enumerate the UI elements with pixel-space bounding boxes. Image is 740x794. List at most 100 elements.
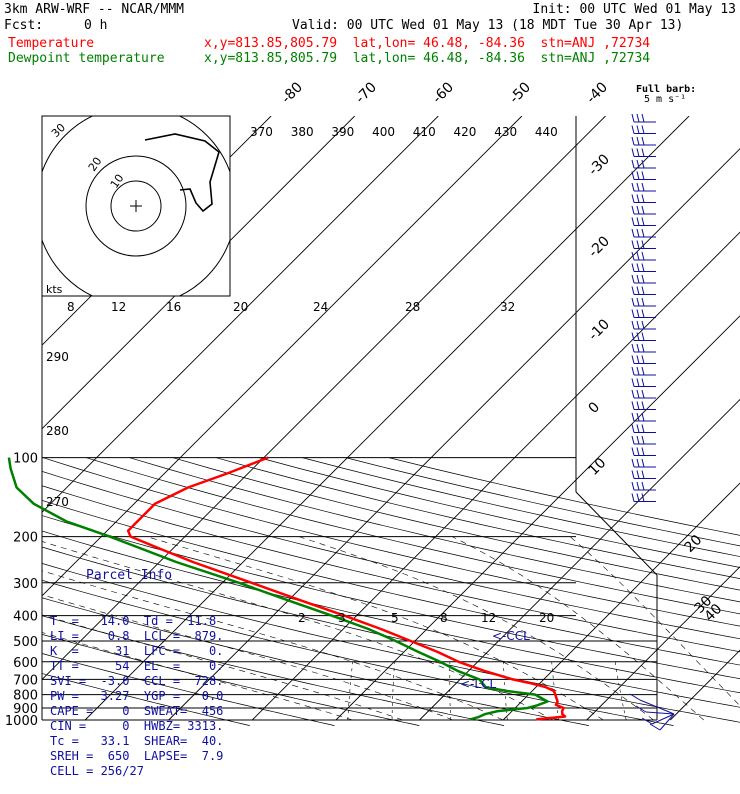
parcel-info-row: CELL = 256/27	[44, 764, 234, 779]
isotherm-label: -40	[584, 79, 611, 106]
isotherm-label: 20	[682, 532, 706, 556]
theta-label: 410	[413, 125, 436, 139]
mixing-ratio-label: 3	[338, 611, 346, 625]
isotherm-label: 0	[586, 399, 604, 417]
pressure-tick-label: 300	[13, 577, 38, 592]
wind-barb	[632, 448, 656, 456]
mixing-ratio-label: 28	[405, 300, 420, 314]
mixing-ratio-label: 8	[67, 300, 75, 314]
wind-barb	[632, 298, 656, 306]
wind-barb	[632, 218, 656, 226]
theta-label: 430	[494, 125, 517, 139]
mixing-ratio-label: 5	[391, 611, 399, 625]
parcel-info-row: PW = 3.27 YGP = 0.0	[44, 689, 234, 704]
mixing-ratio-label: 20	[539, 611, 554, 625]
theta-label: 270	[46, 495, 69, 509]
wind-barb	[632, 459, 656, 467]
mixing-ratio-label: 24	[313, 300, 328, 314]
wind-barb	[632, 275, 656, 283]
isotherm-label: -30	[586, 151, 613, 178]
pressure-tick-label: 100	[13, 452, 38, 467]
parcel-info-row: K = 31 LFC = 0.	[44, 644, 234, 659]
wind-barb	[632, 172, 656, 180]
wind-barb	[632, 206, 656, 214]
wind-barb	[632, 482, 656, 490]
wind-barb	[632, 390, 656, 398]
pressure-tick-label: 500	[13, 635, 38, 650]
isotherm-label: 10	[586, 455, 610, 479]
theta-label: 380	[291, 125, 314, 139]
wind-barb	[632, 183, 656, 191]
pressure-tick-label: 1000	[5, 714, 38, 729]
wind-barb	[632, 494, 656, 502]
dry-adiabat	[259, 458, 740, 726]
right-frame-diagonal	[576, 492, 657, 575]
ccl-label: <-CCL	[492, 629, 530, 643]
parcel-info-row: SREH = 650 LAPSE= 7.9	[44, 749, 234, 764]
wind-barb	[632, 471, 656, 479]
pressure-tick-label: 700	[13, 673, 38, 688]
pressure-tick-label: 200	[13, 531, 38, 546]
isotherm-label: -60	[430, 79, 457, 106]
parcel-info-row: CIN = 0 HWBZ= 3313.	[44, 719, 234, 734]
isotherm-line	[0, 116, 20, 720]
isotherm-line	[336, 116, 740, 720]
wind-barb	[630, 694, 674, 714]
theta-label: 280	[46, 424, 69, 438]
isotherm-label: -10	[586, 316, 613, 343]
parcel-info-row: Tc = 33.1 SHEAR= 40.	[44, 734, 234, 749]
wind-barb	[632, 356, 656, 364]
wind-barb	[632, 126, 656, 134]
isotherm-label: -20	[586, 233, 613, 260]
isotherm-line	[503, 116, 740, 720]
parcel-info-title: Parcel Info	[44, 568, 234, 584]
parcel-info-row: CAPE = 0 SWEAT= 456	[44, 704, 234, 719]
mixing-ratio-label: 32	[500, 300, 515, 314]
parcel-info-row: T = 14.0 Td = 11.8	[44, 614, 234, 629]
wind-barb	[632, 114, 656, 122]
wind-barb	[632, 287, 656, 295]
dry-adiabat	[173, 458, 740, 726]
mixing-ratio-label: 8	[440, 611, 448, 625]
theta-label: 420	[454, 125, 477, 139]
mixing-ratio-line	[392, 662, 395, 720]
wind-barb	[636, 706, 674, 714]
lcl-label: <-LCL	[460, 677, 496, 691]
theta-label: 440	[535, 125, 558, 139]
isotherm-label: -70	[353, 79, 380, 106]
pressure-tick-label: 600	[13, 656, 38, 671]
wind-barb	[632, 344, 656, 352]
moist-adiabat	[570, 537, 740, 720]
isotherm-label: -50	[507, 79, 534, 106]
theta-label: 370	[250, 125, 273, 139]
parcel-info-row: TT = 54 EL = 0.	[44, 659, 234, 674]
wind-barb	[632, 137, 656, 145]
theta-label: 390	[331, 125, 354, 139]
parcel-info-row: LI = 0.8 LCL = 879.	[44, 629, 234, 644]
mixing-ratio-label: 12	[481, 611, 496, 625]
parcel-info-row: SVI = -3.0 CCL = 728.	[44, 674, 234, 689]
mixing-ratio-label: 16	[166, 300, 181, 314]
wind-barb	[632, 367, 656, 375]
hodograph-kts-label: kts	[46, 283, 63, 296]
theta-label: 290	[46, 350, 69, 364]
theta-label: 400	[372, 125, 395, 139]
wind-barb	[632, 195, 656, 203]
wind-barb	[632, 379, 656, 387]
pressure-tick-label: 400	[13, 610, 38, 625]
isotherm-line	[587, 116, 740, 720]
wind-barb	[632, 310, 656, 318]
mixing-ratio-label: 20	[233, 300, 248, 314]
wind-barb	[632, 264, 656, 272]
wind-barb	[632, 425, 656, 433]
isotherm-line	[169, 116, 740, 720]
wind-barb	[632, 321, 656, 329]
isotherm-line	[670, 116, 740, 720]
mixing-ratio-label: 2	[298, 611, 306, 625]
isotherm-label: -80	[279, 79, 306, 106]
mixing-ratio-label: 12	[111, 300, 126, 314]
wind-barb	[632, 436, 656, 444]
wind-barb	[632, 402, 656, 410]
